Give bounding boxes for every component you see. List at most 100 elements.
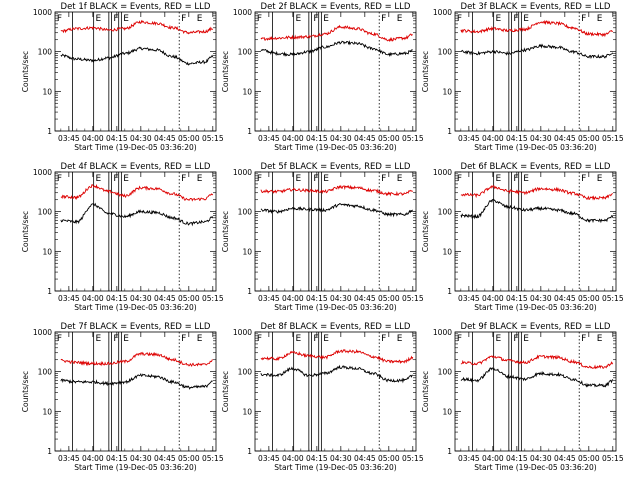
x-tick-label: 03:45 <box>458 294 480 303</box>
region-label: F <box>313 334 318 344</box>
region-label: F <box>513 14 518 24</box>
x-tick-label: 04:00 <box>282 454 304 463</box>
lld-series-line <box>260 24 413 43</box>
x-tick-label: 05:15 <box>602 454 624 463</box>
x-tick-label: 04:00 <box>82 134 104 143</box>
x-tick-label: 04:00 <box>82 294 104 303</box>
region-label: E <box>96 174 102 184</box>
x-tick-label: 04:15 <box>306 134 328 143</box>
y-tick-label: 10 <box>42 407 52 416</box>
y-tick-label: 10 <box>242 87 252 96</box>
chart-panel-9: Det 9f BLACK = Events, RED = LLD 1 10 100 10… <box>421 322 624 472</box>
y-axis-label: Counts/sec <box>221 211 230 252</box>
x-tick-label: 04:15 <box>106 134 128 143</box>
y-tick-label: 10 <box>42 87 52 96</box>
region-label: F <box>181 174 186 184</box>
y-axis-label: Counts/sec <box>421 371 430 412</box>
x-tick-label: 04:30 <box>330 134 352 143</box>
x-tick-label: 03:45 <box>458 454 480 463</box>
region-label: E <box>123 334 129 344</box>
y-axis-label: Counts/sec <box>221 51 230 92</box>
chart-title: Det 8f BLACK = Events, RED = LLD <box>261 322 411 332</box>
y-tick-label: 1 <box>47 447 52 456</box>
x-tick-label: 04:15 <box>306 294 328 303</box>
x-axis-label: Start Time (19-Dec-05 03:36:20) <box>74 303 196 312</box>
region-label: E <box>123 174 129 184</box>
x-tick-label: 04:45 <box>554 294 576 303</box>
x-tick-label: 03:45 <box>458 134 480 143</box>
lld-series-line <box>260 184 413 197</box>
x-tick-label: 05:15 <box>402 134 424 143</box>
lld-series-line <box>260 348 414 365</box>
region-label: E <box>296 334 302 344</box>
y-tick-label: 1 <box>47 127 52 136</box>
x-tick-label: 04:30 <box>530 294 552 303</box>
plot-frame <box>454 331 617 452</box>
region-label: F <box>313 174 318 184</box>
events-series-line <box>460 43 614 60</box>
region-label: E <box>523 14 529 24</box>
x-axis-label: Start Time (19-Dec-05 03:36:20) <box>274 303 396 312</box>
region-label: E <box>323 334 329 344</box>
x-tick-label: 05:15 <box>402 294 424 303</box>
plot-frame <box>454 171 617 292</box>
region-label: E <box>397 334 403 344</box>
region-label: F <box>313 14 318 24</box>
y-tick-label: 1000 <box>433 328 452 337</box>
y-tick-label: 100 <box>38 368 53 377</box>
region-label: F <box>457 174 462 184</box>
region-label: E <box>197 174 203 184</box>
y-tick-label: 100 <box>438 48 453 57</box>
x-tick-label: 04:45 <box>554 454 576 463</box>
x-tick-label: 04:45 <box>554 134 576 143</box>
y-tick-label: 10 <box>242 407 252 416</box>
x-tick-label: 05:15 <box>202 454 224 463</box>
chart-title: Det 4f BLACK = Events, RED = LLD <box>61 162 211 172</box>
y-tick-label: 10 <box>442 247 452 256</box>
x-tick-label: 04:45 <box>154 134 176 143</box>
region-label: F <box>513 334 518 344</box>
x-tick-label: 04:45 <box>354 294 376 303</box>
x-tick-label: 05:00 <box>178 294 200 303</box>
chart-panel-5: Det 5f BLACK = Events, RED = LLD 1 10 100 10… <box>221 162 424 312</box>
y-tick-label: 1 <box>47 287 52 296</box>
y-axis-label: Counts/sec <box>21 371 30 412</box>
x-tick-label: 04:00 <box>482 294 504 303</box>
chart-title: Det 7f BLACK = Events, RED = LLD <box>61 322 211 332</box>
chart-panel-1: Det 1f BLACK = Events, RED = LLD 1 10 100 10… <box>21 2 224 152</box>
x-tick-label: 05:00 <box>378 294 400 303</box>
region-label: E <box>96 334 102 344</box>
region-label: F <box>181 14 186 24</box>
x-tick-label: 05:15 <box>202 294 224 303</box>
region-label: F <box>57 174 62 184</box>
y-tick-label: 1000 <box>233 8 252 17</box>
chart-panel-7: Det 7f BLACK = Events, RED = LLD 1 10 100 10… <box>21 322 224 472</box>
chart-title: Det 2f BLACK = Events, RED = LLD <box>261 2 411 12</box>
y-tick-label: 100 <box>438 208 453 217</box>
y-axis-label: Counts/sec <box>421 211 430 252</box>
y-tick-label: 1 <box>247 447 252 456</box>
y-tick-label: 10 <box>42 247 52 256</box>
region-label: F <box>113 14 118 24</box>
events-series-line <box>260 203 414 218</box>
x-tick-label: 04:45 <box>154 294 176 303</box>
plot-frame <box>54 171 217 292</box>
x-tick-label: 04:00 <box>482 134 504 143</box>
x-tick-label: 04:15 <box>106 454 128 463</box>
y-tick-label: 10 <box>442 407 452 416</box>
lld-series-line <box>60 351 213 367</box>
x-tick-label: 05:15 <box>602 134 624 143</box>
x-tick-label: 03:45 <box>258 134 280 143</box>
x-tick-label: 03:45 <box>258 454 280 463</box>
region-label: E <box>323 174 329 184</box>
y-tick-label: 1000 <box>233 328 252 337</box>
y-tick-label: 1 <box>447 447 452 456</box>
x-tick-label: 05:00 <box>578 134 600 143</box>
x-tick-label: 04:30 <box>330 294 352 303</box>
y-tick-label: 100 <box>38 48 53 57</box>
chart-panel-8: Det 8f BLACK = Events, RED = LLD 1 10 100 10… <box>221 322 424 472</box>
x-tick-label: 04:45 <box>354 134 376 143</box>
x-tick-label: 05:15 <box>202 134 224 143</box>
chart-panel-2: Det 2f BLACK = Events, RED = LLD 1 10 100 10… <box>221 2 424 152</box>
x-tick-label: 05:15 <box>602 294 624 303</box>
